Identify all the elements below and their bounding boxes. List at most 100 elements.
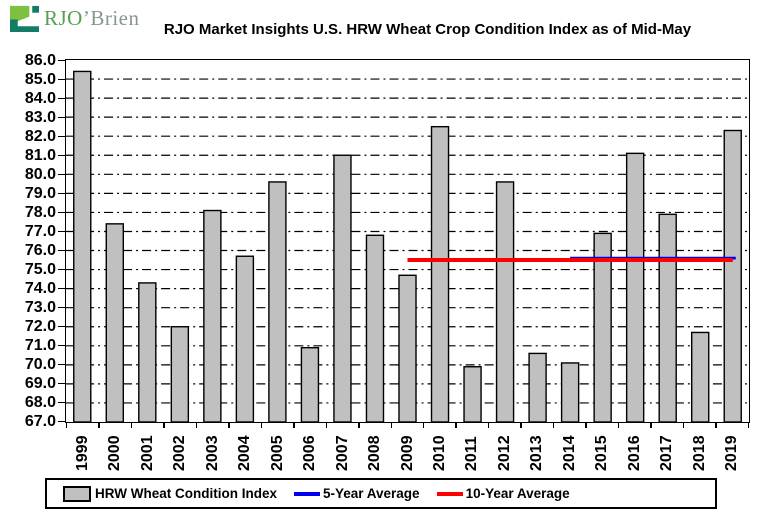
x-axis-label-2001: 2001 — [138, 435, 156, 471]
y-axis-label: 73.0 — [24, 298, 56, 316]
y-axis-tick — [58, 363, 65, 366]
x-axis-label-2019: 2019 — [723, 435, 741, 471]
x-axis-tick — [617, 423, 620, 428]
y-axis-tick — [58, 420, 65, 423]
legend: HRW Wheat Condition Index 5-Year Average… — [45, 478, 717, 509]
y-axis-label: 80.0 — [24, 165, 56, 183]
x-axis-tick — [163, 423, 165, 428]
y-axis-tick — [58, 154, 65, 157]
chart-title: RJO Market Insights U.S. HRW Wheat Crop … — [163, 21, 692, 38]
y-axis-tick — [58, 344, 65, 347]
y-axis-tick — [58, 116, 65, 119]
x-axis-label-2017: 2017 — [658, 435, 676, 471]
bar-2019 — [723, 129, 742, 422]
legend-item-condition-index: HRW Wheat Condition Index — [63, 485, 277, 502]
y-axis-label: 68.0 — [24, 393, 56, 411]
y-axis-tick — [58, 382, 65, 385]
x-axis-tick — [422, 423, 425, 428]
legend-label-condition-index: HRW Wheat Condition Index — [95, 486, 277, 501]
x-axis-tick — [293, 423, 295, 428]
bar-2012 — [495, 181, 515, 422]
y-axis-label: 69.0 — [24, 374, 56, 392]
y-axis-label: 67.0 — [24, 412, 56, 430]
rjobrien-logo-icon — [10, 5, 39, 33]
x-axis-tick — [130, 423, 133, 428]
y-axis-tick — [58, 59, 65, 62]
y-axis-tick — [58, 306, 65, 309]
y-axis-tick — [58, 135, 65, 138]
bar-2006 — [300, 346, 320, 422]
x-axis-label-2011: 2011 — [463, 436, 481, 471]
x-axis-label-2010: 2010 — [430, 435, 448, 471]
x-axis-label-2009: 2009 — [398, 435, 416, 471]
x-axis-tick — [747, 423, 750, 428]
legend-item-5yr-average: 5-Year Average — [294, 486, 420, 501]
x-axis-tick — [228, 423, 230, 428]
y-axis-tick — [58, 173, 65, 176]
x-axis-label-1999: 1999 — [73, 435, 91, 471]
bar-2014 — [560, 362, 580, 422]
bar-2007 — [333, 154, 352, 422]
y-axis-tick — [58, 230, 65, 233]
y-axis-label: 77.0 — [24, 222, 56, 240]
rjobrien-logo: RJO’Brien — [8, 4, 140, 33]
rjobrien-logo-text: RJO’Brien — [44, 6, 140, 31]
y-axis-tick — [58, 401, 65, 404]
x-axis-tick — [358, 423, 360, 428]
y-axis-label: 76.0 — [24, 241, 56, 259]
y-axis-label: 85.0 — [24, 70, 56, 88]
bar-2001 — [138, 282, 157, 422]
y-axis-label: 83.0 — [24, 108, 56, 126]
x-axis-label-2018: 2018 — [690, 435, 708, 471]
bar-1999 — [73, 70, 92, 422]
y-axis-label: 78.0 — [24, 203, 56, 221]
legend-bar-swatch — [63, 485, 91, 502]
legend-label-10yr-average: 10-Year Average — [465, 486, 570, 501]
y-axis-label: 84.0 — [24, 89, 56, 107]
bar-2018 — [691, 331, 710, 422]
x-axis-tick — [715, 423, 717, 428]
legend-label-5yr-average: 5-Year Average — [323, 486, 420, 501]
x-axis-tick — [98, 423, 100, 428]
x-axis-tick — [325, 423, 328, 428]
x-axis-label-2007: 2007 — [333, 435, 351, 471]
bar-2003 — [203, 209, 222, 422]
plot-svg — [66, 70, 749, 422]
y-axis-tick — [58, 268, 65, 271]
y-axis-tick — [58, 249, 65, 252]
bar-2016 — [625, 152, 645, 422]
x-axis-tick — [65, 423, 68, 428]
x-axis-label-2000: 2000 — [106, 435, 124, 471]
y-axis-tick — [58, 192, 65, 195]
logo-text-secondary: ’Brien — [82, 6, 140, 30]
y-axis-tick — [58, 97, 65, 100]
bar-2000 — [105, 223, 124, 422]
x-axis-tick — [650, 423, 652, 428]
x-axis-label-2015: 2015 — [593, 435, 611, 471]
bar-2009 — [398, 274, 417, 422]
x-axis-label-2008: 2008 — [366, 435, 384, 471]
bar-2008 — [365, 234, 385, 422]
bar-2010 — [430, 125, 450, 422]
bar-2005 — [268, 181, 287, 422]
bar-2002 — [170, 326, 190, 422]
y-axis-label: 81.0 — [24, 146, 56, 164]
x-axis-label-2005: 2005 — [268, 435, 286, 471]
x-axis-label-2004: 2004 — [236, 435, 254, 471]
legend-5yr-line-swatch — [294, 491, 320, 496]
x-axis-tick — [682, 423, 685, 428]
x-axis-tick — [455, 423, 457, 428]
y-axis-label: 71.0 — [24, 336, 56, 354]
legend-item-10yr-average: 10-Year Average — [436, 486, 570, 501]
x-axis-tick — [520, 423, 522, 428]
y-axis-label: 82.0 — [24, 127, 56, 145]
legend-10yr-line-swatch — [436, 491, 463, 496]
bar-2004 — [235, 255, 255, 422]
x-axis-tick — [585, 423, 587, 428]
y-axis-tick — [58, 287, 65, 290]
y-axis-label: 75.0 — [24, 260, 56, 278]
x-axis-label-2013: 2013 — [528, 435, 546, 471]
x-axis-tick — [487, 423, 490, 428]
